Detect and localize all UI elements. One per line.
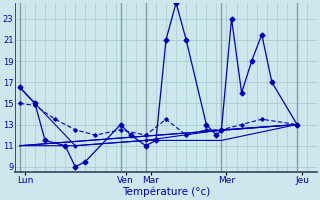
X-axis label: Température (°c): Température (°c) bbox=[122, 187, 210, 197]
